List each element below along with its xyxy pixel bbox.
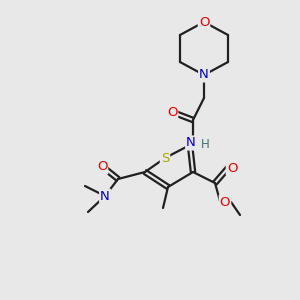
Text: O: O bbox=[199, 16, 209, 28]
Text: N: N bbox=[100, 190, 110, 202]
Text: N: N bbox=[186, 136, 196, 149]
Text: O: O bbox=[220, 196, 230, 208]
Text: O: O bbox=[167, 106, 177, 118]
Text: O: O bbox=[227, 161, 237, 175]
Text: H: H bbox=[201, 137, 209, 151]
Text: O: O bbox=[97, 160, 107, 173]
Text: N: N bbox=[199, 68, 209, 82]
Text: S: S bbox=[161, 152, 169, 164]
